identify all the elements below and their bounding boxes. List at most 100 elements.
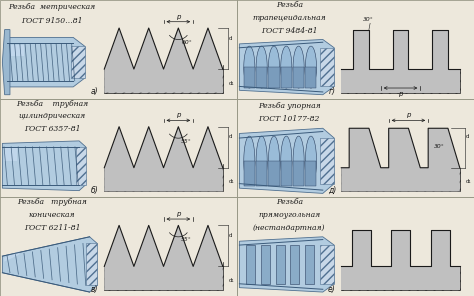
Polygon shape [244, 136, 255, 186]
Polygon shape [293, 161, 304, 186]
Text: ГОСТ 6357‑81: ГОСТ 6357‑81 [24, 125, 81, 133]
Text: 30°: 30° [434, 144, 445, 149]
Text: Резьба: Резьба [276, 198, 302, 206]
Polygon shape [341, 266, 460, 290]
Polygon shape [104, 211, 223, 290]
Polygon shape [237, 197, 474, 296]
Text: цилиндрическая: цилиндрическая [18, 112, 86, 120]
Text: p: p [176, 211, 181, 217]
Polygon shape [268, 136, 280, 186]
Polygon shape [341, 168, 460, 192]
Polygon shape [305, 245, 314, 284]
Text: г): г) [328, 87, 335, 96]
Polygon shape [0, 0, 237, 99]
Text: (нестандартная): (нестандартная) [253, 224, 325, 232]
Polygon shape [2, 30, 10, 95]
Polygon shape [246, 245, 255, 284]
Polygon shape [305, 161, 317, 186]
Polygon shape [104, 168, 223, 192]
Polygon shape [281, 46, 292, 88]
Text: 60°: 60° [181, 40, 192, 45]
Polygon shape [239, 128, 334, 193]
Polygon shape [4, 147, 18, 161]
Polygon shape [11, 45, 24, 56]
Text: ГОСТ 6211‑81: ГОСТ 6211‑81 [24, 224, 81, 232]
Polygon shape [261, 245, 270, 284]
Polygon shape [86, 243, 97, 285]
Polygon shape [293, 67, 304, 88]
Text: p: p [176, 112, 181, 118]
Text: p: p [398, 91, 403, 97]
Text: Резьба   трубная: Резьба трубная [17, 198, 87, 206]
Polygon shape [341, 112, 460, 192]
Polygon shape [281, 67, 292, 88]
Polygon shape [104, 69, 223, 93]
Text: 30°: 30° [363, 17, 374, 22]
Polygon shape [256, 136, 267, 186]
Text: ГОСТ 10177‑82: ГОСТ 10177‑82 [258, 115, 320, 123]
Text: 55°: 55° [181, 139, 192, 144]
Polygon shape [104, 28, 223, 93]
Polygon shape [2, 141, 86, 191]
Polygon shape [104, 14, 223, 93]
Polygon shape [341, 30, 460, 93]
Polygon shape [320, 48, 334, 86]
Text: Резьба: Резьба [276, 1, 302, 9]
Text: прямоугольная: прямоугольная [258, 211, 320, 219]
Polygon shape [76, 147, 86, 185]
Polygon shape [104, 225, 223, 290]
Text: Резьба    трубная: Резьба трубная [16, 100, 88, 108]
Polygon shape [104, 266, 223, 290]
Polygon shape [71, 46, 85, 78]
Text: 55°: 55° [181, 237, 192, 242]
Text: d: d [228, 233, 232, 238]
Polygon shape [256, 67, 267, 88]
Polygon shape [341, 230, 460, 290]
Polygon shape [293, 46, 304, 88]
Polygon shape [341, 211, 460, 290]
Polygon shape [268, 67, 280, 88]
Polygon shape [237, 99, 474, 197]
Polygon shape [239, 39, 334, 95]
Text: коническая: коническая [29, 211, 75, 219]
Text: в): в) [91, 284, 99, 294]
Text: б): б) [91, 186, 99, 195]
Polygon shape [237, 0, 474, 99]
Text: ГОСТ 9484‑81: ГОСТ 9484‑81 [261, 27, 318, 35]
Polygon shape [244, 161, 255, 186]
Polygon shape [239, 237, 334, 292]
Polygon shape [281, 161, 292, 186]
Polygon shape [7, 37, 85, 87]
Polygon shape [320, 245, 334, 284]
Polygon shape [268, 161, 280, 186]
Polygon shape [305, 67, 317, 88]
Text: d: d [465, 134, 469, 139]
Text: d₁: d₁ [228, 81, 234, 86]
Polygon shape [244, 46, 255, 88]
Text: Резьба упорная: Резьба упорная [258, 102, 320, 110]
Polygon shape [291, 245, 300, 284]
Polygon shape [244, 67, 255, 88]
Polygon shape [305, 46, 317, 88]
Text: Резьба  метрическая: Резьба метрическая [9, 3, 96, 11]
Polygon shape [305, 136, 317, 186]
Polygon shape [293, 136, 304, 186]
Text: а): а) [91, 87, 99, 96]
Text: d₁: d₁ [228, 179, 234, 184]
Polygon shape [256, 46, 267, 88]
Polygon shape [256, 161, 267, 186]
Polygon shape [341, 14, 460, 93]
Polygon shape [320, 138, 334, 184]
Polygon shape [341, 69, 460, 93]
Text: p: p [176, 14, 181, 20]
Polygon shape [276, 245, 284, 284]
Polygon shape [104, 127, 223, 192]
Text: p: p [406, 112, 410, 118]
Polygon shape [0, 99, 237, 197]
Polygon shape [281, 136, 292, 186]
Text: ГОСТ 9150…81: ГОСТ 9150…81 [21, 17, 83, 25]
Text: d₁: d₁ [465, 179, 471, 184]
Text: трапецеидальная: трапецеидальная [252, 14, 326, 22]
Polygon shape [268, 46, 280, 88]
Polygon shape [4, 251, 19, 262]
